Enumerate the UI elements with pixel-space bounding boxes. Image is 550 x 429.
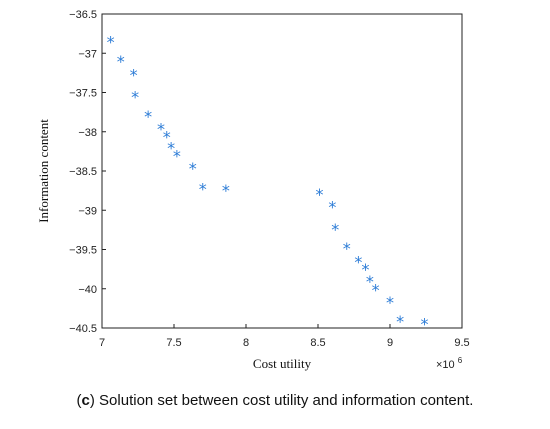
data-point: * [173,146,181,165]
data-point: * [366,272,374,291]
y-tick-label: −37 [78,48,97,60]
data-point: * [189,159,197,178]
data-point: * [328,197,336,216]
data-point: * [354,252,362,271]
caption-panel-letter: c [81,392,90,409]
data-point: * [222,181,230,200]
data-point: * [331,220,339,239]
y-tick-label: −36.5 [69,9,97,21]
y-tick-label: −39.5 [69,245,97,257]
data-point: * [396,312,404,331]
y-tick-label: −39 [78,205,97,217]
y-tick-label: −38 [78,127,97,139]
data-point: * [362,260,370,279]
x-tick-label: 8 [243,337,249,349]
data-point: * [157,120,165,139]
caption-prefix: ( [76,392,82,409]
x-tick-label: 7.5 [166,337,181,349]
data-point: * [343,239,351,258]
y-tick-label: −40 [78,284,97,296]
figure-caption: (c) Solution set between cost utility an… [0,392,550,409]
data-points: *********** * ***** ***** * [107,32,429,333]
data-point: * [167,138,175,157]
data-point: * [117,52,125,71]
y-tick-label: −38.5 [69,166,97,178]
caption-text: ) Solution set between cost utility and … [89,392,474,409]
data-point: * [199,179,207,198]
y-tick-label: −37.5 [69,88,97,100]
data-point: * [372,281,380,300]
data-point: * [144,107,152,126]
y-axis-ticks: −36.5 −37 −37.5 −38 −38.5 −39 −39.5 −40 −40.5 [69,9,106,335]
x-tick-label: 8.5 [310,337,325,349]
x-axis-ticks: 7 7.5 8 8.5 9 9.5 [99,324,470,349]
y-tick-label: −40.5 [69,323,97,335]
data-point: * [421,314,429,333]
data-point: * [315,185,323,204]
plot-area-frame [101,13,463,329]
data-point: * [131,87,139,106]
x-tick-label: 9.5 [454,337,469,349]
x-axis-exponent: ×10 6 [436,356,463,371]
x-tick-label: 9 [387,337,393,349]
x-axis-label: Cost utility [253,356,312,371]
data-point: * [107,32,115,51]
x-tick-label: 7 [99,337,105,349]
data-point: * [386,293,394,312]
data-point: * [163,127,171,146]
x-axis-exponent-power: 6 [458,356,463,365]
x-axis-exponent-base: ×10 [436,359,455,371]
y-axis-label: Information content [36,119,51,223]
data-point: * [130,65,138,84]
